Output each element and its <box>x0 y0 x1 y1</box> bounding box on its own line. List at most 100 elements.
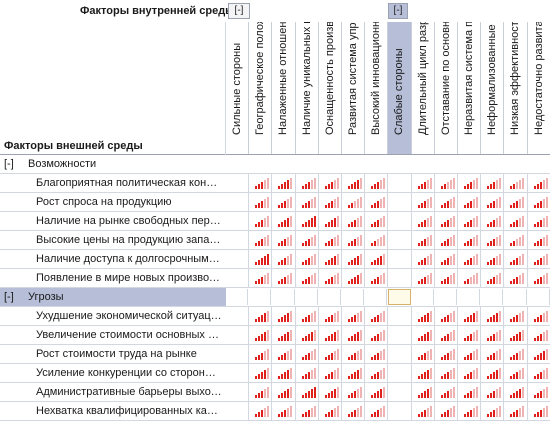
matrix-cell[interactable] <box>249 269 273 288</box>
matrix-cell[interactable] <box>388 364 412 383</box>
matrix-cell[interactable] <box>481 212 505 231</box>
matrix-cell[interactable] <box>296 364 319 383</box>
matrix-cell[interactable] <box>319 174 342 193</box>
matrix-cell[interactable] <box>365 345 389 364</box>
matrix-cell[interactable] <box>528 193 550 212</box>
matrix-cell[interactable] <box>388 383 412 402</box>
matrix-cell[interactable] <box>528 402 550 421</box>
matrix-cell[interactable] <box>342 212 366 231</box>
group-cell[interactable] <box>342 289 365 305</box>
matrix-cell[interactable] <box>388 174 412 193</box>
matrix-cell[interactable] <box>249 307 273 326</box>
matrix-cell[interactable] <box>365 307 389 326</box>
focused-cell[interactable] <box>388 289 411 305</box>
matrix-cell[interactable] <box>319 345 342 364</box>
matrix-cell[interactable] <box>458 269 482 288</box>
matrix-cell[interactable] <box>272 269 296 288</box>
matrix-cell[interactable] <box>412 250 435 269</box>
group-cell[interactable] <box>226 289 249 305</box>
matrix-cell[interactable] <box>481 345 505 364</box>
matrix-cell[interactable] <box>365 402 389 421</box>
matrix-cell[interactable] <box>435 269 458 288</box>
matrix-cell[interactable] <box>272 231 296 250</box>
matrix-cell[interactable] <box>342 174 366 193</box>
column-header-10[interactable]: Неразвитая система пр... <box>458 22 482 155</box>
matrix-cell[interactable] <box>528 250 550 269</box>
column-header-5[interactable]: Развитая система упра... <box>342 22 366 155</box>
matrix-cell[interactable] <box>412 402 435 421</box>
matrix-cell[interactable] <box>365 231 389 250</box>
matrix-cell[interactable] <box>226 383 250 402</box>
matrix-cell[interactable] <box>435 212 458 231</box>
matrix-cell[interactable] <box>226 193 250 212</box>
matrix-cell[interactable] <box>504 231 528 250</box>
matrix-cell[interactable] <box>342 269 366 288</box>
matrix-cell[interactable] <box>319 307 342 326</box>
matrix-cell[interactable] <box>319 231 342 250</box>
matrix-cell[interactable] <box>249 212 273 231</box>
matrix-cell[interactable] <box>458 326 482 345</box>
column-header-12[interactable]: Низкая эффективность ... <box>504 22 528 155</box>
matrix-cell[interactable] <box>481 326 505 345</box>
matrix-cell[interactable] <box>365 269 389 288</box>
matrix-cell[interactable] <box>504 269 528 288</box>
column-header-11[interactable]: Неформализованные п... <box>481 22 505 155</box>
matrix-cell[interactable] <box>458 345 482 364</box>
matrix-cell[interactable] <box>388 269 412 288</box>
group-toggle-button[interactable]: [-] <box>4 158 14 170</box>
matrix-cell[interactable] <box>365 212 389 231</box>
matrix-cell[interactable] <box>342 193 366 212</box>
matrix-cell[interactable] <box>528 231 550 250</box>
group-cell[interactable] <box>249 289 272 305</box>
matrix-cell[interactable] <box>226 250 250 269</box>
matrix-cell[interactable] <box>388 345 412 364</box>
group-cell[interactable] <box>319 289 341 305</box>
group-cell[interactable] <box>296 289 318 305</box>
matrix-cell[interactable] <box>458 231 482 250</box>
matrix-cell[interactable] <box>296 212 319 231</box>
matrix-cell[interactable] <box>412 231 435 250</box>
matrix-cell[interactable] <box>528 345 550 364</box>
matrix-cell[interactable] <box>226 212 250 231</box>
matrix-cell[interactable] <box>412 345 435 364</box>
factor-row[interactable]: Высокие цены на продукцию западных... <box>0 231 550 250</box>
matrix-cell[interactable] <box>342 307 366 326</box>
group-cell[interactable] <box>528 289 550 305</box>
group-cell[interactable] <box>435 289 457 305</box>
matrix-cell[interactable] <box>226 269 250 288</box>
toggle-weak-button[interactable]: [-] <box>388 3 408 19</box>
matrix-cell[interactable] <box>319 364 342 383</box>
matrix-cell[interactable] <box>272 174 296 193</box>
matrix-cell[interactable] <box>319 402 342 421</box>
matrix-cell[interactable] <box>388 402 412 421</box>
matrix-cell[interactable] <box>296 231 319 250</box>
matrix-cell[interactable] <box>296 307 319 326</box>
matrix-cell[interactable] <box>481 174 505 193</box>
matrix-cell[interactable] <box>458 364 482 383</box>
matrix-cell[interactable] <box>226 364 250 383</box>
matrix-cell[interactable] <box>435 326 458 345</box>
factor-row[interactable]: Наличие на рынке свободных перспек... <box>0 212 550 231</box>
matrix-cell[interactable] <box>388 326 412 345</box>
matrix-cell[interactable] <box>504 212 528 231</box>
matrix-cell[interactable] <box>388 212 412 231</box>
matrix-cell[interactable] <box>226 402 250 421</box>
matrix-cell[interactable] <box>319 383 342 402</box>
matrix-cell[interactable] <box>296 402 319 421</box>
matrix-cell[interactable] <box>319 250 342 269</box>
matrix-cell[interactable] <box>272 212 296 231</box>
matrix-cell[interactable] <box>412 326 435 345</box>
matrix-cell[interactable] <box>481 307 505 326</box>
matrix-cell[interactable] <box>226 345 250 364</box>
column-header-9[interactable]: Отставание по основны... <box>434 22 458 155</box>
matrix-cell[interactable] <box>342 364 366 383</box>
matrix-cell[interactable] <box>412 174 435 193</box>
matrix-cell[interactable] <box>435 193 458 212</box>
matrix-cell[interactable] <box>435 383 458 402</box>
matrix-cell[interactable] <box>458 383 482 402</box>
column-header-4[interactable]: Оснащенность произв... <box>318 22 342 155</box>
factor-row[interactable]: Ухудшение экономической ситуации в ... <box>0 307 550 326</box>
column-header-0[interactable]: Сильные стороны <box>226 22 250 155</box>
matrix-cell[interactable] <box>342 326 366 345</box>
matrix-cell[interactable] <box>504 364 528 383</box>
